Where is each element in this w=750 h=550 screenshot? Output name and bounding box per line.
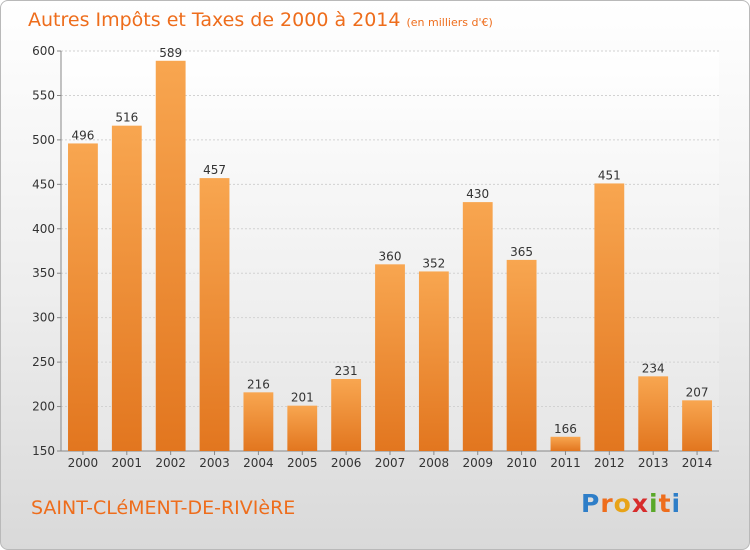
data-label: 430 [466, 187, 489, 201]
x-tick-label: 2003 [199, 456, 230, 470]
chart-title: Autres Impôts et Taxes de 2000 à 2014 (en… [28, 9, 493, 31]
x-tick-label: 2006 [331, 456, 362, 470]
bar [287, 405, 318, 451]
logo-letter: o [613, 489, 632, 518]
y-tick-label: 500 [32, 133, 55, 147]
bar [594, 183, 625, 451]
x-tick-label: 2007 [375, 456, 406, 470]
bar [155, 60, 186, 452]
y-tick-label: 600 [32, 44, 55, 58]
x-tick-label: 2002 [155, 456, 186, 470]
bar [68, 143, 98, 451]
logo-letter: t [658, 489, 672, 518]
chart-title-text: Autres Impôts et Taxes de 2000 à 2014 [28, 9, 401, 31]
x-tick-label: 2011 [550, 456, 581, 470]
data-label: 234 [642, 361, 665, 375]
bar [462, 202, 493, 451]
data-label: 457 [203, 163, 226, 177]
x-tick-label: 2005 [287, 456, 318, 470]
data-label: 207 [686, 385, 709, 399]
y-tick-label: 550 [32, 88, 55, 102]
logo-letter: x [631, 489, 649, 518]
x-tick-label: 2000 [68, 456, 99, 470]
data-label: 589 [159, 46, 182, 60]
y-tick-label: 150 [32, 444, 55, 458]
y-tick-label: 200 [32, 400, 55, 414]
data-label: 352 [422, 256, 445, 270]
bar [331, 379, 362, 451]
data-label: 360 [379, 249, 402, 263]
data-label: 231 [335, 364, 358, 378]
data-label: 166 [554, 422, 577, 436]
x-tick-label: 2014 [682, 456, 713, 470]
logo-letter: i [671, 489, 682, 518]
bar [550, 436, 581, 451]
y-tick-label: 450 [32, 177, 55, 191]
x-tick-label: 2012 [594, 456, 625, 470]
data-label: 201 [291, 391, 314, 405]
bar [638, 376, 669, 451]
y-tick-label: 250 [32, 355, 55, 369]
y-tick-label: 400 [32, 222, 55, 236]
logo-letter: i [649, 489, 659, 518]
data-label: 216 [247, 377, 270, 391]
y-tick-label: 300 [32, 311, 55, 325]
y-tick-label: 350 [32, 266, 55, 280]
logo-letter: P [581, 489, 601, 518]
x-tick-label: 2009 [462, 456, 493, 470]
data-label: 365 [510, 245, 533, 259]
town-name: SAINT-CLéMENT-DE-RIVIèRE [31, 497, 296, 519]
bar [199, 178, 230, 451]
bar [111, 125, 142, 452]
x-tick-label: 2013 [638, 456, 669, 470]
data-label: 496 [71, 128, 94, 142]
chart-subtitle: (en milliers d'€) [406, 16, 493, 29]
x-tick-label: 2010 [506, 456, 537, 470]
x-tick-label: 2008 [419, 456, 450, 470]
x-tick-label: 2001 [112, 456, 143, 470]
logo-letter: r [600, 489, 614, 518]
x-tick-label: 2004 [243, 456, 274, 470]
bar [506, 259, 537, 451]
bar [375, 264, 405, 451]
bar [243, 392, 274, 451]
data-label: 451 [598, 168, 621, 182]
data-label: 516 [115, 111, 138, 125]
proxiti-logo: Proxiti [581, 489, 681, 518]
bar [682, 400, 712, 451]
bar [418, 271, 449, 451]
